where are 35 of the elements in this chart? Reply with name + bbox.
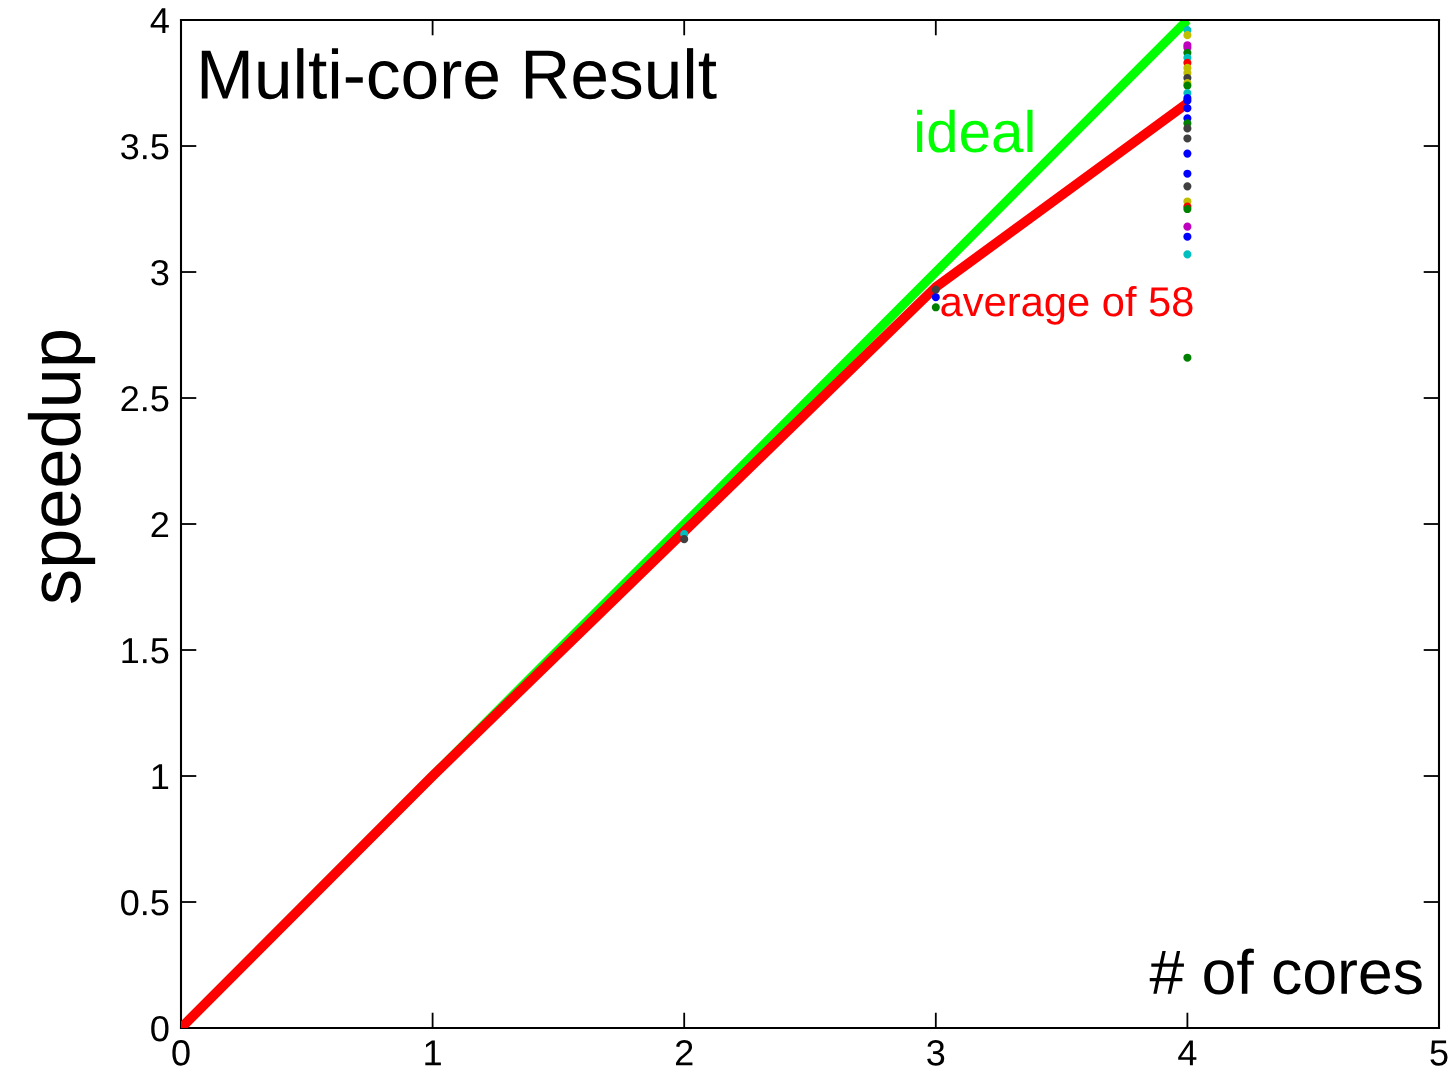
x-tick-label: 5: [1430, 1040, 1448, 1066]
point: [1183, 31, 1192, 40]
y-tick-label: 3: [151, 259, 169, 286]
point: [931, 285, 940, 294]
point: [931, 303, 940, 312]
x-tick-label: 1: [425, 1040, 441, 1066]
x-tick-label: 4: [1178, 1040, 1197, 1066]
point: [1183, 250, 1192, 259]
chart-title: Multi-core Result: [201, 48, 717, 100]
point: [1183, 134, 1192, 143]
x-axis-title: # of cores: [1149, 948, 1422, 995]
y-tick-label: 3.5: [121, 133, 169, 160]
y-tick-label: 0: [151, 1015, 169, 1042]
y-tick-label: 1.5: [122, 638, 169, 664]
point: [1183, 169, 1192, 178]
y-tick-label: 2: [151, 511, 169, 538]
x-tick-label: 2: [675, 1040, 693, 1066]
point: [1183, 222, 1192, 231]
y-tick-label: 0.5: [121, 889, 169, 916]
x-tick-label: 0: [172, 1040, 190, 1066]
point: [1183, 232, 1192, 241]
point: [1183, 149, 1192, 158]
point: [680, 535, 689, 544]
point: [1183, 353, 1192, 362]
point: [1183, 104, 1192, 113]
series-label: ideal: [917, 109, 1033, 153]
y-tick-label: 4: [150, 8, 169, 34]
point: [1183, 182, 1192, 191]
point: [1183, 124, 1192, 133]
x-tick-label: 3: [927, 1040, 945, 1066]
point: [931, 293, 940, 302]
series-label: average of 58: [941, 285, 1193, 325]
y-tick-label: 1: [152, 764, 169, 790]
y-axis-title: speedup: [27, 331, 96, 604]
y-tick-label: 2.5: [121, 385, 169, 412]
